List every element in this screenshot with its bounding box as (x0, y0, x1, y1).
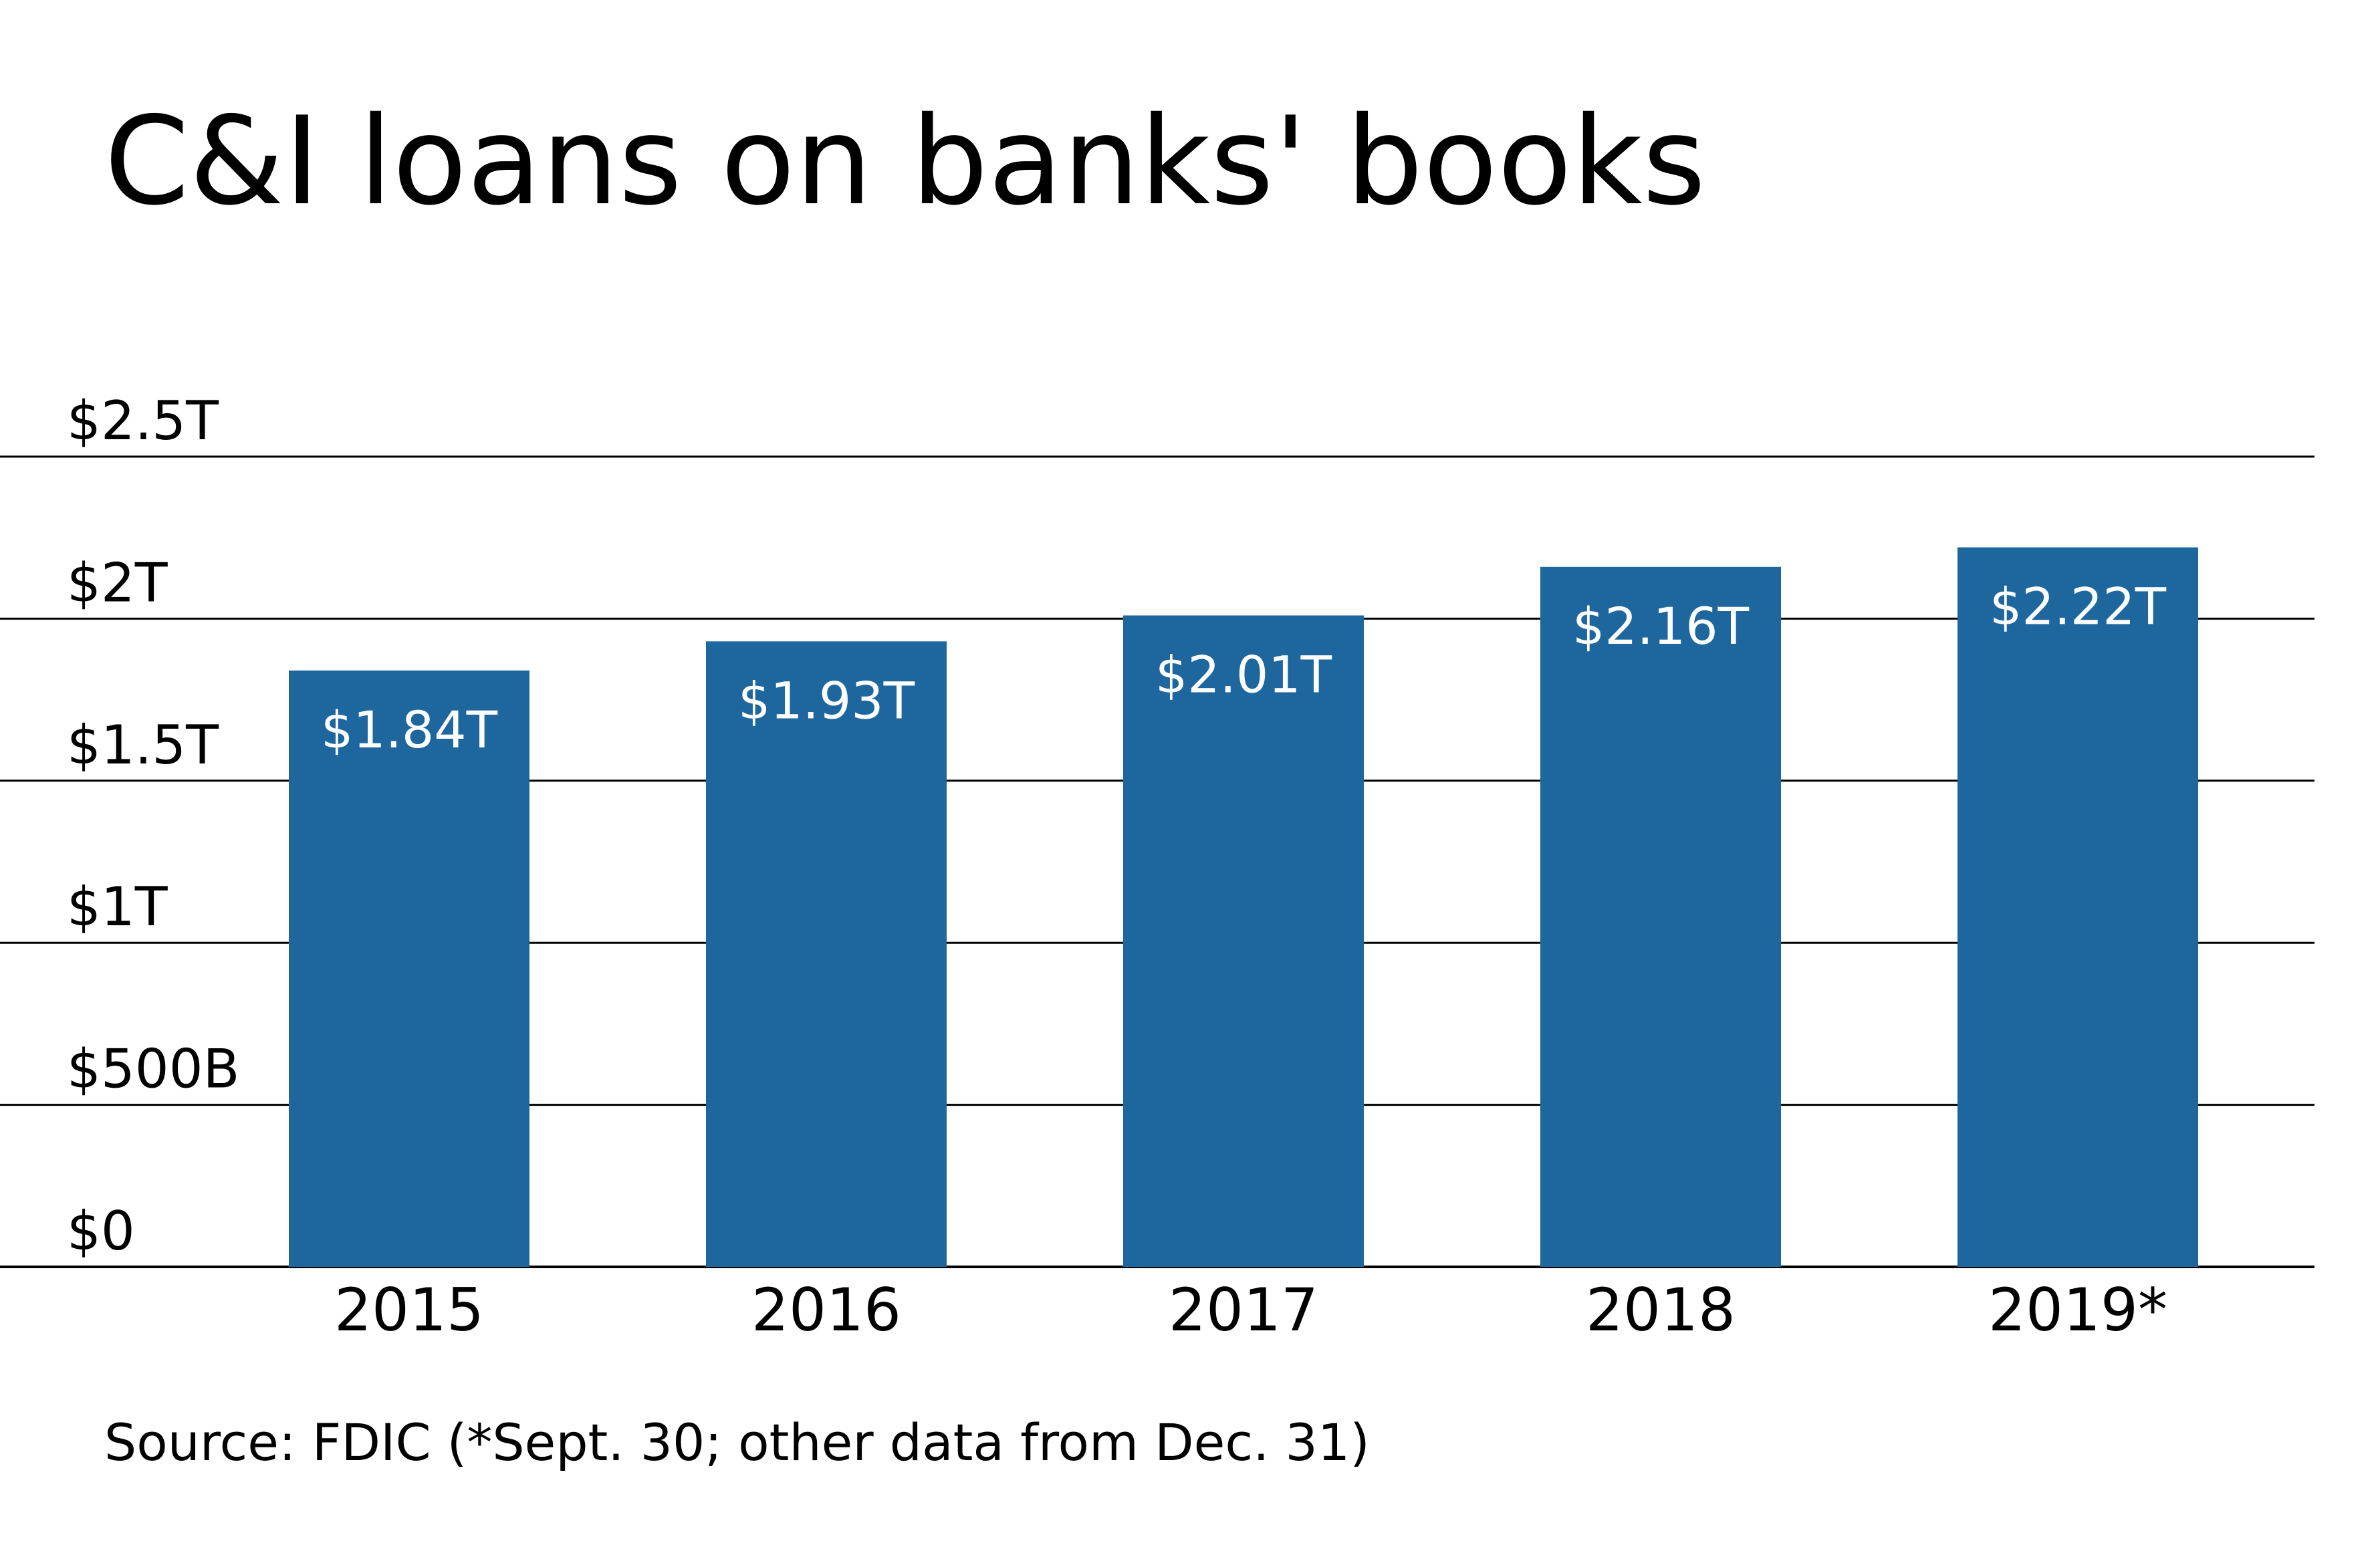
x-axis-category-labels: 2015 2016 2017 2018 2019* (334, 1276, 2167, 1344)
y-tick-label-4: $2T (67, 552, 168, 614)
y-axis-tick-labels: $0 $500B $1T $1.5T $2T $2.5T (67, 390, 239, 1262)
bar-2019 (1957, 547, 2198, 1267)
x-category-label-3: 2018 (1586, 1276, 1736, 1344)
x-category-label-1: 2016 (751, 1276, 901, 1344)
bar-2018 (1540, 566, 1781, 1267)
bar-2016 (706, 641, 947, 1267)
y-tick-label-1: $500B (67, 1038, 239, 1100)
x-category-label-4: 2019* (1988, 1276, 2167, 1344)
bar-value-label-3: $2.16T (1572, 596, 1750, 656)
y-tick-label-3: $1.5T (67, 714, 219, 776)
x-category-label-0: 2015 (334, 1276, 484, 1344)
x-category-label-2: 2017 (1169, 1276, 1318, 1344)
chart-title: C&I loans on banks' books (104, 90, 1706, 232)
bar-value-label-2: $2.01T (1155, 645, 1332, 705)
bar-2017 (1123, 615, 1364, 1267)
bar-2015 (289, 670, 529, 1267)
chart-source-note: Source: FDIC (*Sept. 30; other data from… (104, 1413, 1370, 1472)
y-tick-label-5: $2.5T (67, 390, 219, 452)
bars (289, 547, 2198, 1267)
bar-value-labels: $1.84T $1.93T $2.01T $2.16T $2.22T (321, 577, 2167, 759)
y-tick-label-0: $0 (67, 1200, 135, 1262)
bar-value-label-4: $2.22T (1990, 577, 2167, 636)
bar-value-label-1: $1.93T (738, 671, 915, 730)
y-tick-label-2: $1T (67, 876, 168, 938)
bar-value-label-0: $1.84T (321, 700, 498, 759)
